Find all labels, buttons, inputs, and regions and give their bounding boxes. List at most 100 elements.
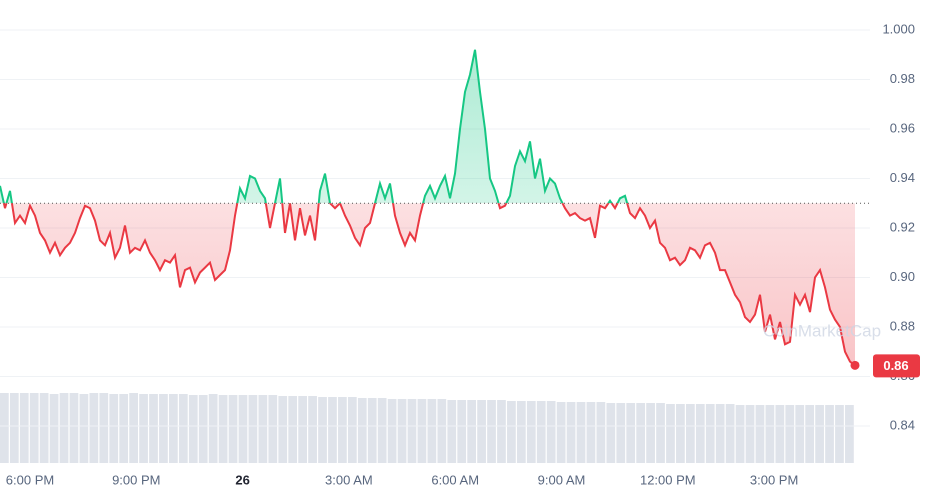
volume-bar xyxy=(109,394,119,463)
y-tick-label: 0.92 xyxy=(890,219,915,234)
watermark: CoinMarketCap xyxy=(763,321,881,340)
volume-bar xyxy=(546,401,556,463)
y-tick-label: 0.88 xyxy=(890,318,915,333)
volume-bar xyxy=(526,401,536,463)
volume-bar xyxy=(497,400,506,463)
volume-bar xyxy=(467,400,477,463)
volume-bar xyxy=(596,402,606,463)
volume-bar xyxy=(487,400,496,463)
volume-bar xyxy=(387,399,397,463)
x-tick-label: 6:00 AM xyxy=(431,472,479,487)
volume-bar xyxy=(725,404,735,463)
volume-bar xyxy=(208,394,218,463)
volume-bar xyxy=(636,403,646,463)
volume-bar xyxy=(745,405,755,463)
volume-bar xyxy=(397,399,407,463)
volume-bar xyxy=(338,397,347,463)
volume-bar xyxy=(308,396,317,463)
volume-bar xyxy=(129,393,138,463)
y-tick-label: 0.98 xyxy=(890,71,915,86)
volume-bar xyxy=(159,394,168,463)
volume-bar xyxy=(0,393,9,463)
volume-bar xyxy=(606,403,616,463)
volume-bar xyxy=(9,393,19,463)
volume-bar xyxy=(427,399,437,463)
volume-bar xyxy=(616,403,626,463)
price-line-down xyxy=(2,203,856,367)
volume-bar xyxy=(29,393,39,463)
volume-bar xyxy=(705,404,715,463)
volume-bar xyxy=(437,399,447,463)
price-line-up xyxy=(0,49,629,204)
volume-bar xyxy=(556,402,566,463)
volume-bar xyxy=(845,405,854,463)
volume-bar xyxy=(566,402,576,463)
volume-bar xyxy=(417,399,427,463)
volume-bar xyxy=(507,401,516,463)
volume-bar xyxy=(19,393,29,463)
x-tick-label: 12:00 PM xyxy=(640,472,696,487)
volume-bar xyxy=(238,395,248,463)
volume-bar xyxy=(447,400,457,463)
volume-bar xyxy=(516,401,526,463)
volume-bar xyxy=(795,405,805,463)
volume-bar xyxy=(695,404,705,463)
volume-bar xyxy=(676,404,685,463)
volume-bar xyxy=(288,396,298,463)
volume-bar xyxy=(59,393,69,463)
y-tick-label: 0.96 xyxy=(890,120,915,135)
volume-bar xyxy=(218,395,228,463)
volume-bar xyxy=(536,401,546,463)
volume-bar xyxy=(775,405,785,463)
volume-bar xyxy=(785,405,795,463)
volume-bar xyxy=(298,396,307,463)
price-tag xyxy=(873,354,920,378)
volume-bar xyxy=(149,394,158,463)
volume-bar xyxy=(139,394,148,463)
x-tick-label: 9:00 PM xyxy=(112,472,160,487)
volume-bar xyxy=(685,404,695,463)
volume-bar xyxy=(198,395,208,463)
volume-bar xyxy=(656,403,665,463)
volume-bar xyxy=(755,405,765,463)
volume-bar xyxy=(626,403,636,463)
volume-bar xyxy=(835,405,844,463)
volume-bar xyxy=(576,402,586,463)
volume-bar xyxy=(805,405,815,463)
price-tag-label: 0.86 xyxy=(883,358,908,373)
volume-bar xyxy=(357,398,367,463)
volume-bar xyxy=(586,402,596,463)
volume-bar xyxy=(347,397,357,463)
x-tick-label: 3:00 PM xyxy=(750,472,798,487)
volume-bar xyxy=(328,397,337,463)
volume-bar xyxy=(268,395,278,463)
x-tick-label: 9:00 AM xyxy=(538,472,586,487)
volume-bar xyxy=(765,405,775,463)
x-tick-label: 3:00 AM xyxy=(325,472,373,487)
volume-bar xyxy=(188,395,198,463)
x-tick-label: 6:00 PM xyxy=(6,472,54,487)
y-tick-label: 1.000 xyxy=(882,21,915,36)
volume-bar xyxy=(89,393,99,463)
volume-bar xyxy=(377,398,387,463)
x-tick-label: 26 xyxy=(235,472,249,487)
area-down xyxy=(0,203,855,366)
volume-bar xyxy=(178,394,188,463)
volume-bar xyxy=(457,400,467,463)
volume-bar xyxy=(278,396,288,463)
volume-bar xyxy=(666,404,675,463)
volume-bar xyxy=(367,398,377,463)
volume-bar xyxy=(735,405,745,463)
volume-bar xyxy=(825,405,834,463)
volume-bar xyxy=(79,394,89,463)
y-tick-label: 0.84 xyxy=(890,417,915,432)
volume-bar xyxy=(815,405,824,463)
y-tick-label: 0.90 xyxy=(890,269,915,284)
volume-bar xyxy=(49,394,59,463)
volume-bar xyxy=(258,395,268,463)
y-tick-label: 0.94 xyxy=(890,170,915,185)
volume-bar xyxy=(318,397,327,463)
volume-bar xyxy=(39,393,49,463)
volume-bar xyxy=(69,393,79,463)
